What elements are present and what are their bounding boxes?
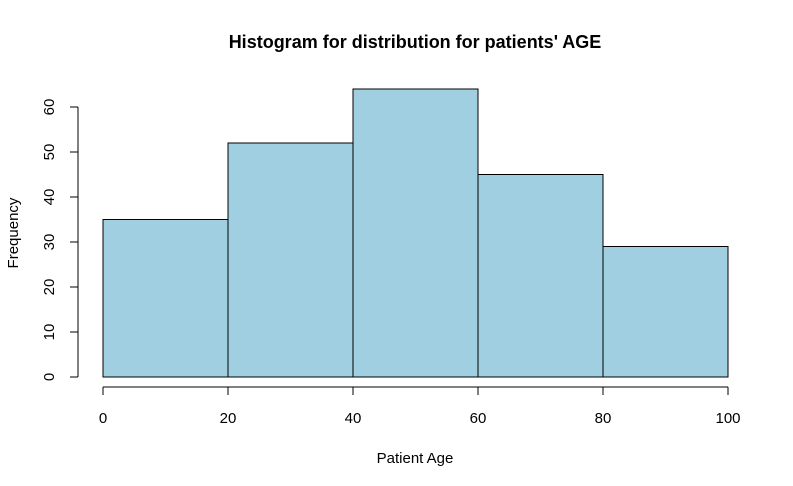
x-ticks: 0 20 40 60 80 100 — [99, 387, 741, 427]
x-tick-label: 60 — [470, 410, 487, 427]
x-tick-label: 40 — [345, 410, 362, 427]
y-tick-label: 20 — [41, 279, 58, 296]
histogram-bar-40-60 — [352, 88, 479, 378]
histogram-bar-0-20 — [102, 219, 229, 378]
y-axis-label: Frequency — [5, 197, 22, 268]
y-tick-label: 40 — [41, 189, 58, 206]
chart-title: Histogram for distribution for patients'… — [229, 32, 602, 52]
y-tick-label: 50 — [41, 144, 58, 161]
x-tick-label: 80 — [595, 410, 612, 427]
y-ticks: 0 10 20 30 40 50 60 — [41, 99, 78, 381]
x-tick-label: 0 — [99, 410, 107, 427]
x-tick-label: 100 — [715, 410, 740, 427]
histogram-bar-20-40 — [227, 142, 354, 378]
histogram-bar-80-100 — [602, 246, 729, 378]
x-tick-label: 20 — [220, 410, 237, 427]
y-tick-label: 60 — [41, 99, 58, 116]
y-tick-label: 0 — [41, 373, 58, 381]
y-tick-label: 30 — [41, 234, 58, 251]
y-tick-label: 10 — [41, 324, 58, 341]
histogram-bar-60-80 — [477, 174, 604, 378]
x-axis-label: Patient Age — [377, 450, 454, 467]
y-axis: 0 10 20 30 40 50 60 — [41, 99, 79, 381]
bars-group — [102, 88, 729, 378]
x-axis: 0 20 40 60 80 100 — [99, 386, 741, 427]
